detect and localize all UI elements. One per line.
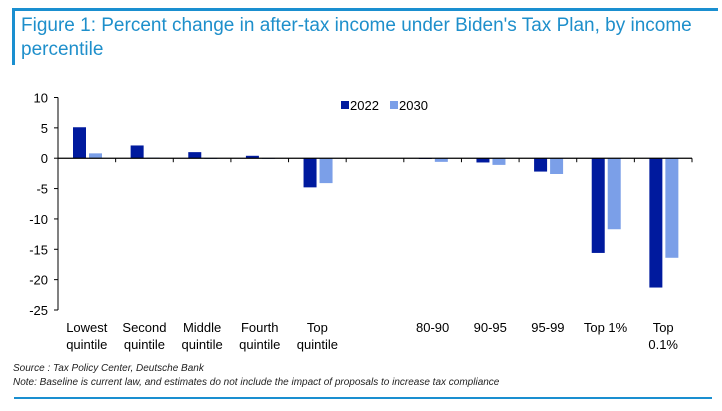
x-tick-label: 90-95 [474,320,507,335]
bar-2030 [89,153,102,159]
y-tick-label: -5 [36,182,48,197]
x-tick-label: Top [653,320,674,335]
bar-2022 [534,158,548,172]
chart-title: Figure 1: Percent change in after-tax in… [21,15,692,60]
bar-2022 [591,158,605,253]
bottom-rule [14,397,712,399]
x-tick-label: Fourth [241,320,279,335]
bar-2030 [319,158,333,184]
x-tick-label: 95-99 [531,320,564,335]
x-tick-label: 0.1% [648,337,678,352]
bar-2030 [607,158,621,230]
bar-2022 [476,158,490,163]
bar-2022 [130,145,144,159]
bar-2030 [665,158,679,258]
y-tick-label: 10 [34,91,48,106]
x-tick-label: quintile [297,337,338,352]
bar-2030 [550,158,564,174]
y-tick-label: -15 [29,242,48,257]
x-tick-label: quintile [66,337,107,352]
bar-2022 [73,127,86,159]
bar-2022 [649,158,663,288]
x-tick-label: Middle [183,320,221,335]
x-tick-label: Lowest [66,320,108,335]
x-tick-label: quintile [124,337,165,352]
bar-2022 [245,155,259,159]
x-tick-label: 80-90 [416,320,449,335]
bar-chart: 10 5 0 -5 -10 -15 -20 -25 Lowest quintile Second qu… [29,91,693,352]
bar-2022 [188,152,202,159]
x-tick-label: Second [122,320,166,335]
source-note: Source : Tax Policy Center, Deutsche Ban… [13,363,204,374]
x-tick-label: Top 1% [584,320,628,335]
legend-label-2030: 2030 [399,98,428,113]
title-frame-top [12,8,718,11]
legend-label-2022: 2022 [350,98,379,113]
bar-2030 [434,158,448,162]
footnote: Note: Baseline is current law, and estim… [13,377,500,388]
bar-2030 [492,158,506,165]
x-tick-label: quintile [181,337,222,352]
x-tick-label: Top [307,320,328,335]
y-tick-label: 5 [41,121,48,136]
y-tick-label: 0 [41,151,48,166]
x-tick-label: quintile [239,337,280,352]
title-frame-left [12,8,15,65]
y-tick-label: -10 [29,212,48,227]
y-tick-label: -25 [29,303,48,318]
legend-swatch-2022 [341,101,349,109]
legend-swatch-2030 [390,101,398,109]
bar-2022 [303,158,317,188]
y-tick-label: -20 [29,273,48,288]
